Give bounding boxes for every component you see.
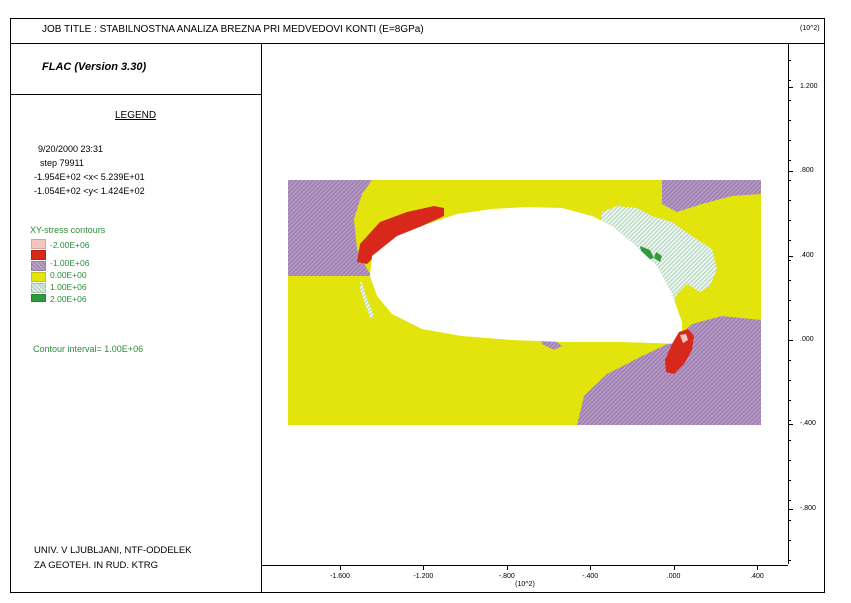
x-tick-label: -1.600: [330, 573, 350, 580]
y-minor-tick: [788, 460, 791, 461]
stress-region-top-right: [662, 180, 761, 212]
y-minor-tick: [788, 380, 791, 381]
y-tick: [788, 255, 793, 257]
high-positive-spot-2: [654, 252, 662, 262]
zero-region-left-lower: [288, 289, 397, 328]
y-tick: [788, 171, 793, 173]
cavity-region: [370, 207, 682, 344]
x-tick: [506, 565, 508, 570]
x-tick-label: .400: [750, 573, 764, 580]
y-minor-tick: [788, 560, 791, 561]
legend-label-1: -1.00E+06: [50, 258, 90, 268]
y-minor-tick: [788, 160, 791, 161]
y-minor-tick: [788, 480, 791, 481]
x-tick-label: -.400: [582, 573, 599, 580]
y-minor-tick: [788, 500, 791, 501]
y-tick: [788, 508, 793, 510]
y-minor-tick: [788, 520, 791, 521]
y-minor-tick: [788, 240, 791, 241]
y-tick-label: -.400: [800, 420, 816, 428]
legend-swatch-5: [31, 294, 46, 302]
y-minor-tick: [788, 260, 791, 261]
y-minor-tick: [788, 80, 791, 81]
footer-line-1: UNIV. V LJUBLJANI, NTF-ODDELEK: [34, 545, 192, 556]
y-axis: [788, 44, 825, 564]
y-axis-exponent-label: (10^2): [800, 25, 820, 32]
footer-line-2: ZA GEOTEH. IN RUD. KTRG: [34, 560, 159, 571]
y-minor-tick: [788, 440, 791, 441]
x-tick-label: -1.200: [413, 573, 434, 580]
y-minor-tick: [788, 400, 791, 401]
legend-swatch-3: [31, 272, 46, 282]
y-tick: [788, 424, 793, 426]
title-bar: [10, 18, 825, 44]
chart-frame: [10, 18, 825, 593]
y-tick-label: .400: [800, 251, 814, 259]
y-minor-tick: [788, 360, 791, 361]
x-axis: [262, 565, 788, 593]
extreme-negative-spot: [680, 334, 688, 343]
legend-x-range: -1.954E+02 <x< 5.239E+01: [34, 172, 145, 182]
y-minor-tick: [788, 300, 791, 301]
legend-panel: [10, 44, 262, 593]
y-tick-label: 1.200: [800, 83, 818, 90]
legend-label-0: -2.00E+06: [50, 240, 90, 250]
contour-plot: [288, 180, 761, 425]
legend-label-4: 2.00E+06: [50, 294, 87, 304]
y-tick-label: .800: [800, 167, 814, 175]
y-minor-tick: [788, 200, 791, 201]
y-minor-tick: [788, 120, 791, 121]
y-minor-tick: [788, 220, 791, 221]
legend-step: step 79911: [40, 158, 84, 168]
x-tick-label: .000: [666, 573, 681, 580]
y-tick: [788, 87, 793, 88]
contours-title: XY-stress contours: [30, 225, 106, 235]
job-title: JOB TITLE : STABILNOSTNA ANALIZA BREZNA …: [42, 24, 424, 35]
version-box: [10, 44, 262, 95]
y-minor-tick: [788, 100, 791, 101]
legend-label-2: 0.00E+00: [50, 270, 87, 280]
y-minor-tick: [788, 280, 791, 281]
legend-date: 9/20/2000 23:31: [38, 144, 104, 154]
x-tick: [757, 565, 758, 570]
x-tick: [340, 565, 341, 570]
legend-y-range: -1.054E+02 <y< 1.424E+02: [34, 186, 145, 196]
y-minor-tick: [788, 140, 791, 141]
stress-region-left: [288, 180, 372, 276]
version-title: FLAC (Version 3.30): [42, 61, 147, 73]
y-minor-tick: [788, 340, 791, 341]
y-minor-tick: [788, 320, 791, 321]
legend-label-3: 1.00E+06: [50, 282, 87, 292]
y-tick-label: .000: [800, 336, 814, 343]
y-tick-label: -.800: [800, 504, 816, 512]
x-tick-label: -.800: [498, 573, 515, 580]
y-minor-tick: [788, 60, 791, 61]
legend-swatch-4: [31, 283, 46, 293]
positive-stress-strip-left: [360, 279, 374, 319]
y-minor-tick: [788, 540, 791, 541]
legend-swatch-1: [31, 250, 46, 260]
x-axis-exponent-label: (10^2): [515, 581, 535, 588]
legend-heading: LEGEND: [115, 110, 157, 121]
legend-swatch-0: [31, 239, 46, 249]
legend-swatch-2: [31, 261, 46, 271]
x-tick: [423, 565, 425, 570]
y-minor-tick: [788, 420, 791, 421]
y-minor-tick: [788, 180, 791, 181]
x-tick: [590, 565, 592, 570]
contour-interval: Contour interval= 1.00E+06: [33, 344, 144, 354]
x-tick: [673, 565, 675, 570]
